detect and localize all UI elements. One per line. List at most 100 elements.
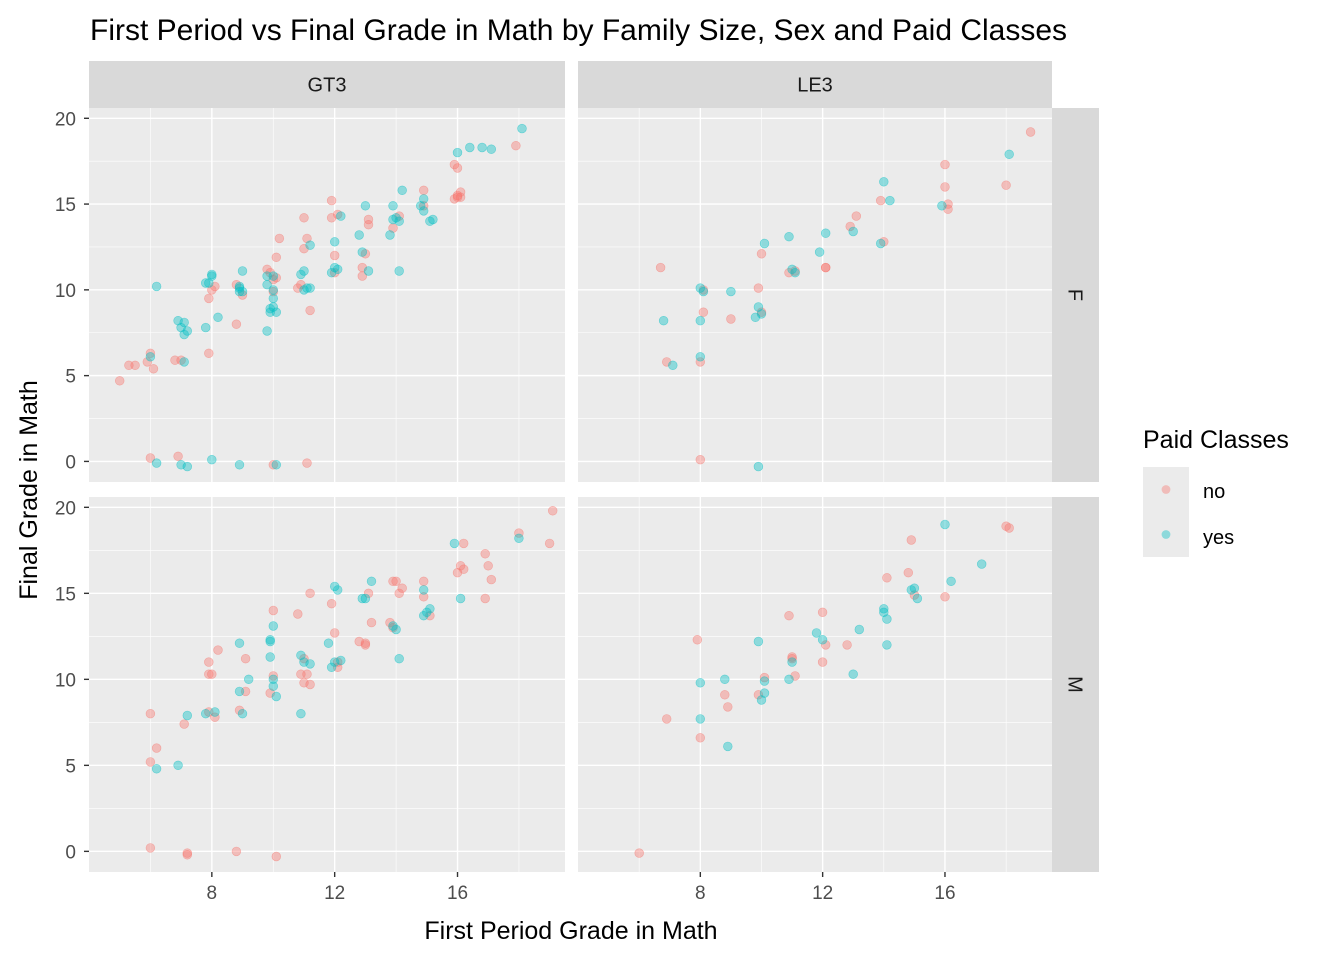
data-point-yes bbox=[449, 538, 460, 549]
data-point-yes bbox=[854, 624, 864, 635]
data-point-no bbox=[726, 314, 736, 324]
y-axis-title: Final Grade in Math bbox=[15, 380, 43, 600]
facet-strip-right bbox=[1052, 108, 1099, 482]
data-point-yes bbox=[271, 307, 281, 317]
data-point-no bbox=[299, 213, 309, 223]
data-point-no bbox=[204, 657, 214, 667]
data-point-yes bbox=[151, 764, 162, 774]
data-point-no bbox=[130, 360, 140, 370]
data-point-no bbox=[1025, 127, 1036, 137]
data-point-yes bbox=[234, 460, 245, 470]
legend: Paid Classes no yes bbox=[1143, 426, 1289, 557]
data-point-no bbox=[231, 846, 242, 857]
data-point-yes bbox=[726, 286, 736, 297]
data-point-yes bbox=[244, 674, 254, 684]
x-tick-label: 8 bbox=[207, 883, 218, 904]
data-point-yes bbox=[326, 268, 337, 278]
panel-LE3-M bbox=[578, 497, 1052, 872]
data-point-yes bbox=[179, 357, 189, 367]
legend-swatch-no bbox=[1161, 485, 1171, 494]
data-point-no bbox=[943, 199, 953, 209]
y-tick-label: 15 bbox=[55, 584, 76, 605]
data-point-no bbox=[148, 364, 159, 374]
data-point-yes bbox=[173, 316, 183, 326]
data-point-no bbox=[391, 576, 401, 586]
data-point-no bbox=[145, 708, 156, 719]
data-point-no bbox=[547, 506, 558, 516]
data-point-yes bbox=[330, 237, 340, 247]
data-point-yes bbox=[385, 230, 395, 240]
data-point-no bbox=[1001, 180, 1011, 190]
data-point-no bbox=[820, 262, 831, 273]
data-point-no bbox=[514, 528, 524, 538]
data-point-no bbox=[480, 549, 490, 559]
data-point-yes bbox=[388, 201, 398, 211]
data-point-no bbox=[293, 609, 303, 619]
data-point-no bbox=[176, 355, 186, 365]
data-point-yes bbox=[213, 312, 223, 322]
data-point-no bbox=[268, 605, 278, 616]
data-point-no bbox=[634, 848, 644, 858]
data-point-no bbox=[943, 204, 953, 214]
data-point-no bbox=[790, 671, 800, 681]
data-point-no bbox=[875, 195, 886, 206]
data-point-yes bbox=[151, 281, 162, 292]
data-point-yes bbox=[271, 691, 281, 702]
data-point-no bbox=[851, 211, 861, 221]
data-point-yes bbox=[366, 576, 377, 586]
data-point-no bbox=[179, 719, 189, 729]
data-point-no bbox=[145, 348, 156, 358]
data-point-yes bbox=[207, 455, 217, 465]
data-point-no bbox=[940, 182, 950, 192]
data-point-yes bbox=[201, 278, 211, 288]
data-point-no bbox=[240, 653, 251, 664]
x-tick-label: 16 bbox=[447, 883, 468, 904]
data-point-no bbox=[483, 561, 493, 571]
data-point-no bbox=[817, 657, 828, 667]
data-point-yes bbox=[817, 635, 828, 645]
data-point-yes bbox=[753, 461, 764, 472]
data-point-yes bbox=[465, 142, 475, 153]
data-point-yes bbox=[234, 281, 245, 292]
data-point-no bbox=[845, 221, 855, 232]
data-point-no bbox=[151, 743, 162, 753]
panels-layer: GT3 LE3 F M 0 5 10 15 20 0 5 10 15 20 8 12 16 8 12 16 bbox=[55, 61, 1099, 904]
data-point-yes bbox=[976, 559, 987, 569]
data-point-yes bbox=[848, 669, 858, 679]
panel-background bbox=[89, 108, 565, 482]
data-point-yes bbox=[759, 688, 770, 698]
panel-GT3-M bbox=[89, 497, 565, 872]
data-point-no bbox=[940, 592, 950, 602]
data-point-yes bbox=[234, 638, 245, 648]
data-point-yes bbox=[305, 283, 315, 293]
data-point-yes bbox=[268, 681, 278, 691]
facet-strip-right bbox=[1052, 497, 1099, 872]
data-point-no bbox=[305, 305, 315, 316]
legend-title: Paid Classes bbox=[1143, 426, 1289, 454]
data-point-no bbox=[204, 293, 214, 304]
data-point-no bbox=[695, 357, 705, 367]
data-point-no bbox=[305, 588, 315, 598]
data-point-yes bbox=[201, 708, 211, 719]
data-point-yes bbox=[363, 266, 374, 276]
data-point-no bbox=[940, 159, 950, 170]
data-point-no bbox=[299, 678, 309, 688]
data-point-yes bbox=[388, 214, 398, 225]
facet-label-M: M bbox=[1064, 676, 1086, 693]
x-axis-title: First Period Grade in Math bbox=[424, 917, 717, 945]
data-point-yes bbox=[265, 304, 275, 314]
data-point-no bbox=[326, 195, 337, 206]
data-point-yes bbox=[268, 293, 278, 304]
legend-label-yes: yes bbox=[1203, 527, 1234, 549]
data-point-yes bbox=[811, 628, 822, 638]
data-point-yes bbox=[787, 657, 797, 667]
data-point-no bbox=[145, 757, 156, 767]
data-point-yes bbox=[695, 316, 705, 326]
data-point-no bbox=[265, 688, 275, 698]
data-point-yes bbox=[425, 604, 435, 614]
data-point-no bbox=[145, 843, 156, 853]
data-point-yes bbox=[695, 714, 705, 724]
data-point-yes bbox=[354, 230, 364, 240]
data-point-yes bbox=[477, 142, 487, 153]
data-point-no bbox=[302, 458, 312, 468]
